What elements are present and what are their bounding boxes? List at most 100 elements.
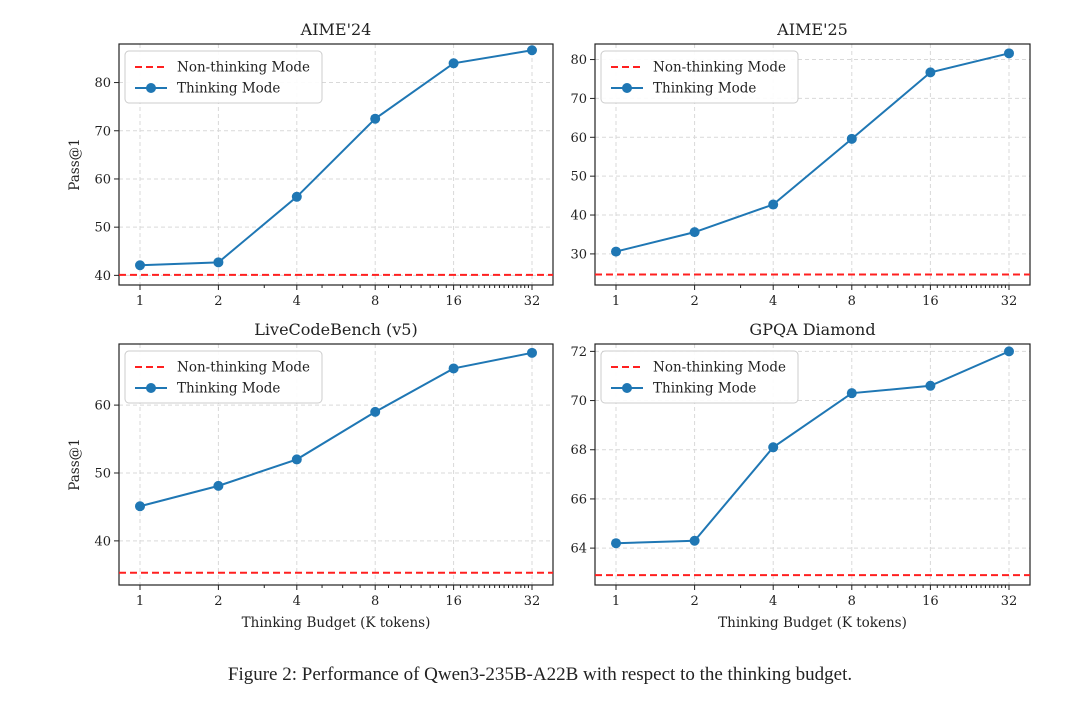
thinking-point [370,113,381,124]
x-tick-label: 8 [371,594,379,609]
thinking-line [139,49,533,267]
y-tick-label: 70 [570,394,587,409]
legend-marker-thinking [622,383,632,393]
y-tick-label: 80 [94,76,111,91]
x-tick-label: 1 [612,294,620,309]
plot-frame [594,43,1031,286]
thinking-point [213,257,224,268]
legend: Non-thinking Mode Thinking Mode [600,50,799,104]
thinking-point [611,246,621,257]
legend-marker-thinking [146,383,156,393]
x-tick-label: 1 [136,294,144,309]
plot-frame [118,343,554,586]
x-tick-label: 2 [214,294,222,309]
y-tick-label: 60 [94,172,111,187]
legend-label-thinking: Thinking Mode [177,381,280,397]
y-tick-label: 40 [570,209,587,224]
y-tick-label: 60 [570,131,587,146]
plot-frame [118,43,554,286]
subplot-3: 1 2 4 8 16 32 40 50 60 LiveCodeBench (v5) Pass@1 Th… [67,320,554,631]
thinking-point [135,260,145,271]
y-tick-label: 68 [570,443,587,458]
legend-marker-thinking [146,83,156,93]
y-tick-label: 80 [570,53,587,68]
thinking-point [135,501,145,512]
x-tick-label: 1 [612,594,620,609]
y-tick-label: 50 [94,221,111,236]
y-tick-label: 70 [94,124,111,139]
y-tick-label: 66 [570,492,587,507]
x-axis-label: Thinking Budget (K tokens) [718,615,907,631]
x-tick-label: 16 [922,294,939,309]
x-tick-label: 32 [524,594,541,609]
thinking-point [611,538,621,549]
x-tick-label: 1 [136,594,144,609]
thinking-point [768,199,779,210]
legend-box [124,350,323,404]
x-axis-label: Thinking Budget (K tokens) [242,615,431,631]
subplot-2: 1 2 4 8 16 32 30 40 50 60 70 80 AIME'25 Non-thinking … [570,20,1031,309]
subplot-title: AIME'25 [776,20,848,39]
legend: Non-thinking Mode Thinking Mode [124,50,323,104]
subplot-title: GPQA Diamond [749,320,875,339]
thinking-line [615,350,1010,545]
thinking-point [846,133,857,144]
plot-frame [594,343,1031,586]
thinking-point [846,388,857,399]
legend-box [124,50,323,104]
thinking-point [1004,346,1014,357]
y-axis-label: Pass@1 [67,138,83,190]
x-tick-label: 4 [293,294,301,309]
y-tick-label: 50 [94,466,111,481]
x-tick-label: 4 [293,594,301,609]
x-tick-label: 4 [769,294,777,309]
legend: Non-thinking Mode Thinking Mode [600,350,799,404]
x-tick-label: 8 [848,294,856,309]
x-tick-label: 4 [769,594,777,609]
subplot-1: 1 2 4 8 16 32 40 50 60 70 80 AIME'24 Pass@1 Non-think… [67,20,554,309]
legend-box [600,50,799,104]
x-tick-label: 2 [214,594,222,609]
thinking-point [925,380,936,391]
figure-caption: Figure 2: Performance of Qwen3-235B-A22B… [227,664,853,685]
legend: Non-thinking Mode Thinking Mode [124,350,323,404]
thinking-point [689,227,700,238]
legend-box [600,350,799,404]
x-tick-label: 8 [848,594,856,609]
thinking-point [527,45,537,56]
y-tick-label: 72 [570,345,587,360]
x-tick-label: 16 [922,594,939,609]
subplot-4: 1 2 4 8 16 32 64 66 68 70 72 GPQA Diamond Thinking B… [570,320,1031,631]
thinking-point [768,442,779,453]
legend-label-non-thinking: Non-thinking Mode [653,60,786,76]
x-tick-label: 32 [1001,594,1018,609]
x-tick-label: 16 [445,294,462,309]
thinking-point [689,535,700,546]
legend-label-non-thinking: Non-thinking Mode [653,360,786,376]
x-tick-label: 16 [445,594,462,609]
thinking-line [139,351,533,508]
legend-label-non-thinking: Non-thinking Mode [177,360,310,376]
thinking-point [448,58,459,69]
y-tick-label: 64 [570,542,587,557]
thinking-point [291,454,302,465]
x-tick-label: 2 [690,594,698,609]
legend-label-non-thinking: Non-thinking Mode [177,60,310,76]
y-tick-label: 40 [94,269,111,284]
y-tick-label: 60 [94,399,111,414]
x-tick-label: 32 [1001,294,1018,309]
thinking-point [213,480,224,491]
thinking-point [1004,48,1014,59]
x-tick-label: 32 [524,294,541,309]
y-axis-label: Pass@1 [67,438,83,490]
legend-label-thinking: Thinking Mode [653,81,756,97]
y-tick-label: 30 [570,247,587,262]
thinking-point [370,406,381,417]
thinking-point [527,347,537,358]
thinking-point [448,363,459,374]
subplot-title: AIME'24 [300,20,372,39]
x-tick-label: 8 [371,294,379,309]
y-tick-label: 50 [570,170,587,185]
y-tick-label: 70 [570,92,587,107]
